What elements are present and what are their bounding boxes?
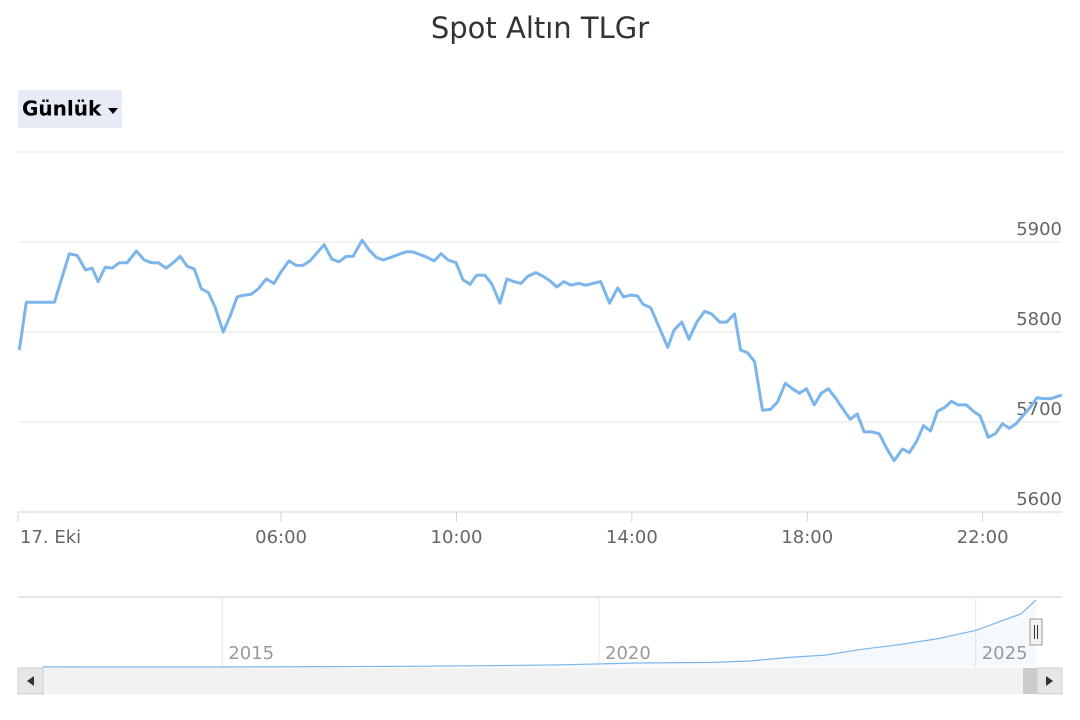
dropdown-bg[interactable] [18,90,122,128]
x-tick-label: 06:00 [255,527,307,548]
x-tick-label: 17. Eki [20,527,81,548]
navigator-tick-label: 2015 [228,643,274,664]
scroll-left-arrow [27,676,34,686]
navigator-tick-label: 2020 [605,643,651,664]
dropdown-arrow[interactable] [108,108,118,114]
chart-title: Spot Altın TLGr [431,11,649,45]
price-line [17,238,1063,463]
navigator-tick-label: 2025 [982,643,1028,664]
handle-box[interactable] [1029,618,1043,646]
dropdown-label[interactable]: Günlük [22,97,102,121]
navigator-line [42,599,1037,668]
scroll-right-arrow [1046,676,1053,686]
y-tick-label: 5800 [1016,309,1062,330]
x-tick-label: 14:00 [606,527,658,548]
y-tick-label: 5600 [1016,489,1062,510]
x-tick-label: 22:00 [957,527,1009,548]
scrollbar-thumb[interactable] [1023,668,1037,694]
scrollbar-track[interactable] [18,668,1062,694]
y-tick-label: 5900 [1016,219,1062,240]
scroll-left[interactable] [17,667,44,695]
navigator-area [43,600,1036,667]
range-dropdown[interactable]: Günlük [18,90,122,128]
x-tick-label: 18:00 [781,527,833,548]
navigator-handle[interactable] [1029,618,1043,646]
y-tick-label: 5700 [1016,399,1062,420]
x-tick-label: 10:00 [431,527,483,548]
